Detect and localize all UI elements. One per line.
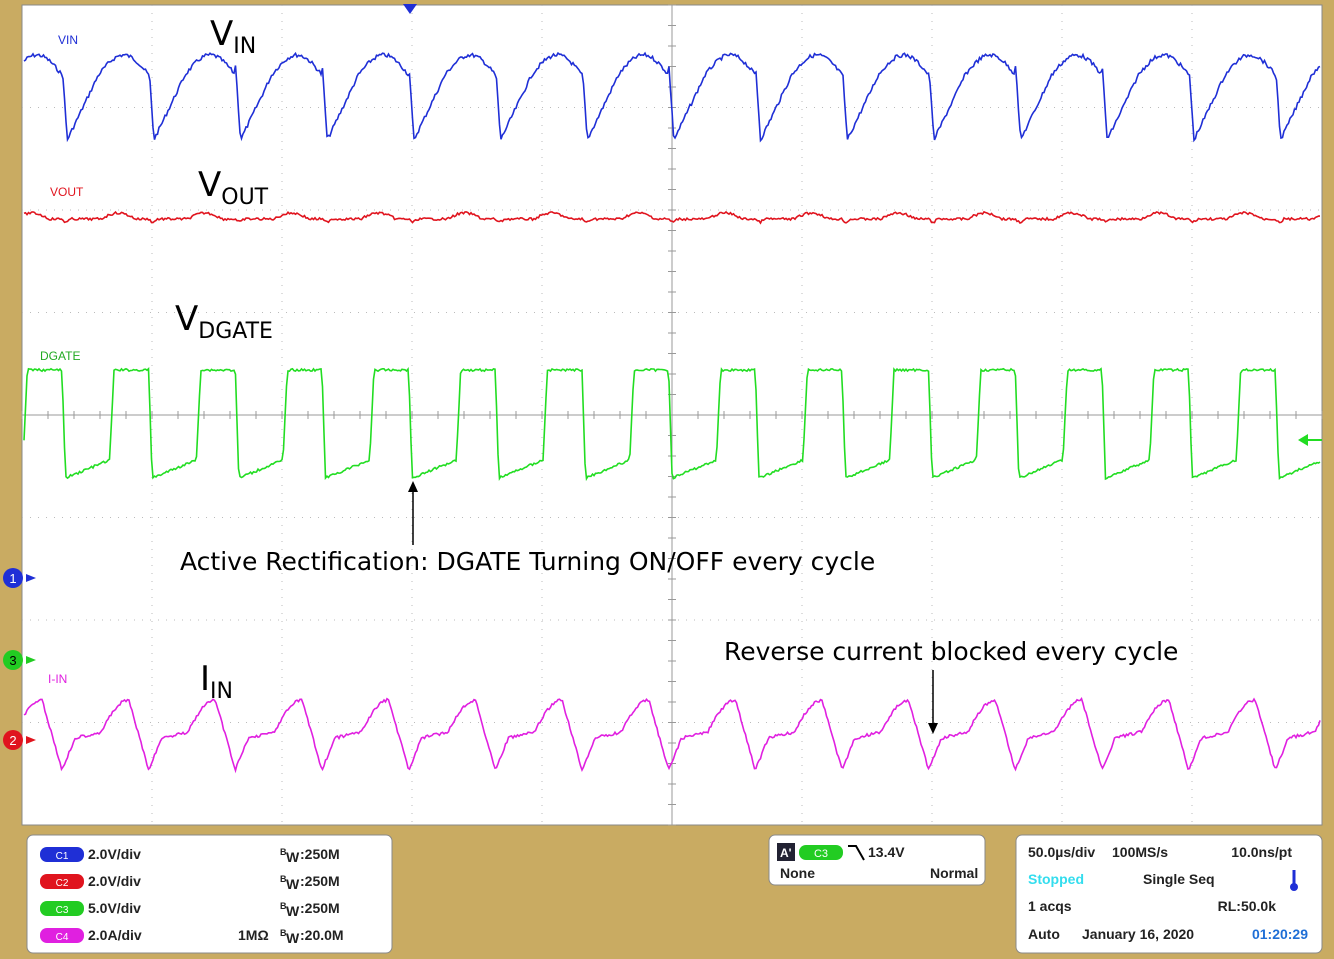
waveforms — [23, 51, 1321, 774]
channel-scale: 2.0V/div — [88, 846, 141, 862]
channel-badge — [40, 847, 84, 862]
trace-label: VIN — [58, 33, 78, 47]
arrow-head — [408, 481, 418, 492]
channel-badge — [40, 874, 84, 889]
trace-label: VOUT — [50, 185, 84, 199]
trace-label: I-IN — [48, 672, 67, 686]
signal-label: VIN — [210, 14, 256, 59]
channel-scale: 2.0A/div — [88, 927, 142, 943]
marker-text: 2 — [9, 733, 16, 748]
arrow-head — [928, 723, 938, 734]
trigger-source-badge — [799, 845, 843, 860]
channel-bandwidth: :20.0M — [300, 927, 344, 943]
bw-symbol-sub: W — [286, 849, 300, 865]
trigger-level-text: 13.4V — [868, 844, 905, 860]
label-sub: OUT — [221, 185, 268, 210]
time: 01:20:29 — [1252, 926, 1308, 942]
label-main: I — [200, 659, 210, 699]
channel-panel — [26, 834, 393, 954]
trigger-mode: Normal — [930, 865, 978, 881]
marker-text: 1 — [9, 571, 16, 586]
waveform — [23, 51, 1321, 143]
marker-arrow — [26, 656, 36, 664]
bw-symbol: B — [280, 928, 287, 938]
label-main: V — [198, 165, 221, 205]
acq-state: Stopped — [1028, 871, 1084, 887]
bw-symbol: B — [280, 847, 287, 857]
trigger-position — [403, 4, 417, 14]
acq-icon — [1290, 883, 1298, 891]
trigger-level — [1298, 434, 1308, 446]
sample-rate: 100MS/s — [1112, 844, 1168, 860]
channel-badge — [40, 928, 84, 943]
channel-badge — [40, 901, 84, 916]
waveform — [23, 697, 1321, 774]
signal-label: VDGATE — [175, 299, 273, 344]
timebase-scale: 50.0µs/div — [1028, 844, 1095, 860]
label-sub: IN — [210, 679, 233, 704]
trigger-mode: Auto — [1028, 926, 1060, 942]
channel-bandwidth: :250M — [300, 873, 340, 889]
acq-count: 1 acqs — [1028, 898, 1072, 914]
channel-impedance: 1MΩ — [238, 927, 269, 943]
trigger-id: A' — [780, 846, 792, 860]
resolution: 10.0ns/pt — [1231, 844, 1292, 860]
trigger-id-badge — [777, 843, 795, 861]
date: January 16, 2020 — [1082, 926, 1194, 942]
label-main: V — [175, 299, 198, 339]
record-length: RL:50.0k — [1218, 898, 1277, 914]
channel-scale: 5.0V/div — [88, 900, 141, 916]
waveform — [23, 366, 1321, 482]
label-sub: IN — [233, 34, 256, 59]
bw-symbol-sub: W — [286, 876, 300, 892]
trigger-coupling: None — [780, 865, 815, 881]
marker-text: 3 — [9, 653, 16, 668]
channel-marker: 2 — [3, 730, 36, 750]
marker-arrow — [26, 736, 36, 744]
signal-label: VOUT — [198, 165, 269, 210]
marker-badge — [3, 730, 23, 750]
annotation: Active Rectification: DGATE Turning ON/O… — [180, 547, 875, 576]
trigger-slope — [848, 845, 865, 861]
marker-arrow — [26, 574, 36, 582]
marker-badge — [3, 568, 23, 588]
bw-symbol: B — [280, 901, 287, 911]
channel-name: C3 — [56, 905, 69, 916]
channel-name: C4 — [56, 932, 69, 943]
annotation: Reverse current blocked every cycle — [724, 637, 1178, 666]
waveform — [23, 210, 1320, 225]
bw-symbol: B — [280, 874, 287, 884]
timebase-panel — [1015, 834, 1323, 954]
channel-scale: 2.0V/div — [88, 873, 141, 889]
acq-mode: Single Seq — [1143, 871, 1215, 887]
channel-name: C1 — [56, 851, 69, 862]
marker-badge — [3, 650, 23, 670]
bw-symbol-sub: W — [286, 903, 300, 919]
channel-bandwidth: :250M — [300, 900, 340, 916]
label-sub: DGATE — [198, 319, 273, 344]
channel-bandwidth: :250M — [300, 846, 340, 862]
trace-label: DGATE — [40, 349, 80, 363]
signal-label: IIN — [200, 659, 233, 704]
channel-marker: 3 — [3, 650, 36, 670]
channel-marker: 1 — [3, 568, 36, 588]
label-main: V — [210, 14, 233, 54]
bw-symbol-sub: W — [286, 930, 300, 946]
channel-name: C2 — [56, 878, 69, 889]
trigger-source: C3 — [814, 848, 828, 860]
